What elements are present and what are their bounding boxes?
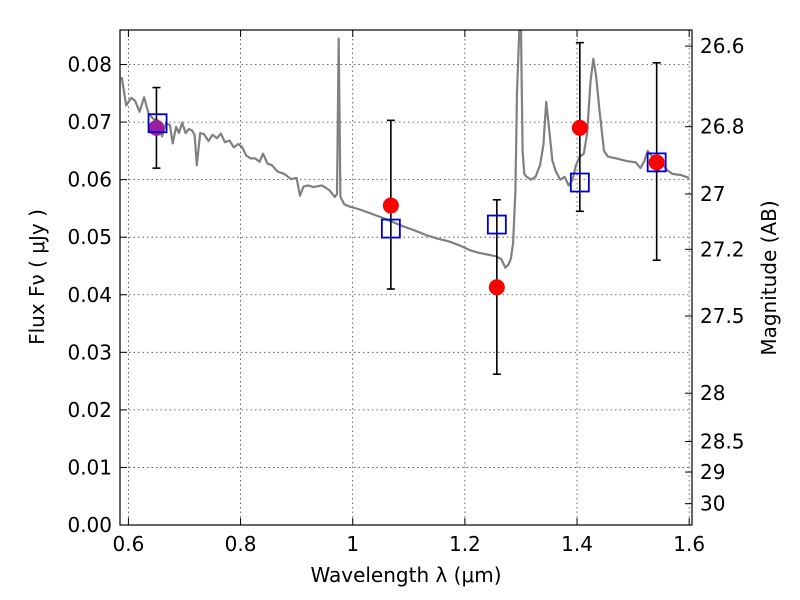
model-points bbox=[147, 113, 667, 239]
right-tick-label: 29 bbox=[700, 460, 725, 484]
right-tick-label: 28 bbox=[700, 381, 725, 405]
plot-area bbox=[120, 30, 690, 375]
model-point bbox=[147, 113, 168, 134]
y-tick-label: 0.07 bbox=[67, 110, 112, 134]
model-point bbox=[486, 214, 507, 235]
y-tick-label: 0.05 bbox=[67, 225, 112, 249]
model-point bbox=[569, 172, 590, 193]
y-tick-label: 0.02 bbox=[67, 398, 112, 422]
y-axis-label: Flux Fν ( μJy ) bbox=[25, 209, 49, 345]
x-tick-label: 1.6 bbox=[673, 532, 705, 556]
y-tick-label: 0.06 bbox=[67, 168, 112, 192]
observed-point bbox=[488, 279, 505, 296]
x-tick-label: 0.8 bbox=[225, 532, 257, 556]
observed-point bbox=[648, 154, 665, 171]
right-tick-label: 27.2 bbox=[700, 237, 745, 261]
right-tick-label: 26.8 bbox=[700, 115, 745, 139]
model-point bbox=[380, 218, 401, 239]
y-tick-label: 0.03 bbox=[67, 340, 112, 364]
observed-point bbox=[148, 119, 165, 136]
right-tick-label: 26.6 bbox=[700, 34, 745, 58]
right-tick-label: 28.5 bbox=[700, 430, 745, 454]
axis-ticks bbox=[120, 30, 692, 526]
x-tick-label: 1.4 bbox=[561, 532, 593, 556]
observed-point bbox=[571, 119, 588, 136]
x-tick-label: 1.2 bbox=[449, 532, 481, 556]
y-tick-label: 0.01 bbox=[67, 455, 112, 479]
model-point bbox=[646, 152, 667, 173]
observed-point bbox=[382, 197, 399, 214]
observed-points bbox=[148, 119, 665, 296]
axes-frame bbox=[119, 29, 693, 526]
error-bars bbox=[152, 41, 661, 375]
y-tick-label: 0.04 bbox=[67, 283, 112, 307]
right-axis-label: Magnitude (AB) bbox=[757, 200, 781, 355]
x-tick-label: 0.6 bbox=[113, 532, 145, 556]
spectrum-line bbox=[120, 30, 690, 269]
x-tick-labels: 0.6 0.8 1 1.2 1.4 1.6 bbox=[113, 532, 706, 556]
right-tick-labels: 26.6 26.8 27 27.2 27.5 28 28.5 29 30 bbox=[700, 34, 745, 516]
spectrum-series bbox=[120, 30, 690, 269]
y-tick-label: 0.00 bbox=[67, 513, 112, 537]
y-tick-label: 0.08 bbox=[67, 53, 112, 77]
x-tick-label: 1 bbox=[346, 532, 359, 556]
x-axis-label: Wavelength λ (μm) bbox=[310, 563, 501, 587]
grid-lines bbox=[120, 30, 692, 526]
y-tick-labels: 0.00 0.01 0.02 0.03 0.04 0.05 0.06 0.07 0.08 bbox=[67, 53, 112, 537]
right-tick-label: 27 bbox=[700, 182, 725, 206]
right-tick-label: 27.5 bbox=[700, 304, 745, 328]
right-tick-label: 30 bbox=[700, 492, 725, 516]
